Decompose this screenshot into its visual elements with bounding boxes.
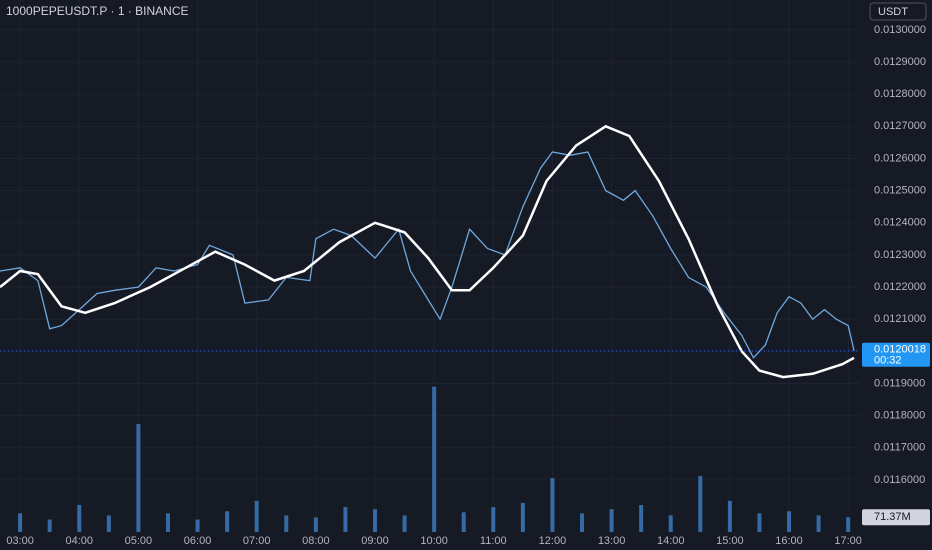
y-tick-label: 0.0128000 <box>874 88 926 100</box>
last-price-label: 0.0120018 <box>874 344 926 356</box>
x-tick-label: 11:00 <box>480 535 507 547</box>
price-line <box>0 124 855 379</box>
countdown-label: 00:32 <box>874 355 902 367</box>
volume-bar <box>313 517 318 532</box>
x-tick-label: 14:00 <box>657 535 685 547</box>
volume-bar <box>550 478 555 532</box>
volume-bar <box>727 500 732 532</box>
volume-bar <box>846 517 851 532</box>
volume-bar <box>757 513 762 532</box>
volume-bar <box>284 515 289 532</box>
volume-bar <box>432 386 437 532</box>
volume-bar <box>520 502 525 532</box>
price-line <box>0 151 855 359</box>
currency-button[interactable] <box>869 2 927 21</box>
volume-bar <box>47 519 52 532</box>
volume-bar <box>402 515 407 532</box>
currency-label[interactable]: USDT <box>878 6 908 18</box>
volume-bar <box>195 519 200 532</box>
x-tick-label: 09:00 <box>361 535 389 547</box>
volume-bar <box>609 509 614 532</box>
x-tick-label: 17:00 <box>834 535 862 547</box>
volume-label-box <box>862 509 930 526</box>
y-tick-label: 0.0116000 <box>874 474 925 486</box>
volume-bar <box>491 507 496 532</box>
x-tick-label: 07:00 <box>243 535 271 547</box>
x-tick-label: 08:00 <box>302 535 330 547</box>
time-axis <box>0 532 860 550</box>
volume-bar <box>461 512 466 532</box>
y-tick-label: 0.0123000 <box>874 249 926 261</box>
x-tick-label: 06:00 <box>184 535 212 547</box>
volume-bar <box>106 515 111 532</box>
y-tick-label: 0.0122000 <box>874 281 926 293</box>
volume-bar <box>165 513 170 532</box>
x-tick-label: 12:00 <box>539 535 567 547</box>
volume-bar <box>343 507 348 532</box>
x-tick-label: 04:00 <box>65 535 93 547</box>
x-tick-label: 16:00 <box>775 535 803 547</box>
y-tick-label: 0.0117000 <box>874 442 925 454</box>
volume-bar <box>18 513 23 532</box>
x-tick-label: 03:00 <box>6 535 34 547</box>
y-tick-label: 0.0119000 <box>874 377 925 389</box>
price-axis <box>860 0 932 550</box>
volume-bar <box>580 513 585 532</box>
y-tick-label: 0.0129000 <box>874 56 926 68</box>
y-tick-label: 0.0118000 <box>874 410 925 422</box>
volume-bar <box>698 475 703 532</box>
y-tick-label: 0.0125000 <box>874 185 926 197</box>
last-price-box <box>862 342 930 367</box>
y-tick-label: 0.0127000 <box>874 120 926 132</box>
x-tick-label: 10:00 <box>420 535 448 547</box>
y-tick-label: 0.0126000 <box>874 152 926 164</box>
y-tick-label: 0.0130000 <box>874 24 926 36</box>
volume-label: 71.37M <box>874 511 911 523</box>
volume-bar <box>668 515 673 532</box>
volume-bar <box>816 515 821 532</box>
x-tick-label: 05:00 <box>125 535 153 547</box>
volume-bar <box>225 511 230 532</box>
volume-bar <box>372 509 377 532</box>
volume-bar <box>136 424 141 532</box>
x-tick-label: 15:00 <box>716 535 744 547</box>
volume-bar <box>787 511 792 532</box>
volume-bar <box>77 505 82 532</box>
volume-bar <box>254 500 259 532</box>
y-tick-label: 0.0124000 <box>874 217 926 229</box>
x-tick-label: 13:00 <box>598 535 626 547</box>
y-tick-label: 0.0121000 <box>874 313 926 325</box>
volume-bar <box>639 505 644 532</box>
chart-title: 1000PEPEUSDT.P · 1 · BINANCE <box>6 4 189 18</box>
